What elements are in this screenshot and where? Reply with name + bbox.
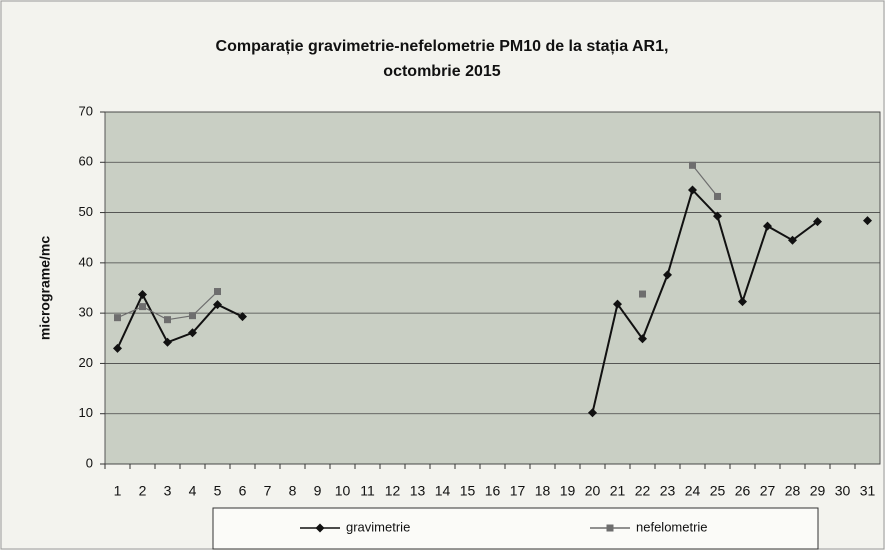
y-tick-label: 30 bbox=[79, 305, 93, 320]
point bbox=[688, 185, 697, 195]
x-tick-label: 20 bbox=[585, 483, 601, 499]
y-tick-label: 50 bbox=[79, 204, 93, 219]
point bbox=[613, 299, 622, 309]
y-tick-label: 60 bbox=[79, 154, 93, 169]
y-axis-label: micrograme/mc bbox=[37, 236, 53, 340]
x-tick-label: 7 bbox=[264, 483, 272, 499]
point bbox=[738, 297, 747, 307]
x-tick-label: 11 bbox=[360, 483, 375, 499]
x-tick-label: 21 bbox=[610, 483, 626, 499]
y-tick-label: 10 bbox=[79, 405, 93, 420]
point bbox=[588, 408, 597, 418]
x-tick-label: 14 bbox=[435, 483, 451, 499]
point bbox=[689, 161, 696, 169]
legend-label: gravimetrie bbox=[346, 519, 410, 534]
point bbox=[788, 235, 797, 245]
point bbox=[639, 290, 646, 298]
point bbox=[638, 334, 647, 344]
y-tick-label: 20 bbox=[79, 355, 93, 370]
x-tick-label: 18 bbox=[535, 483, 551, 499]
point bbox=[139, 303, 146, 311]
point bbox=[163, 337, 172, 347]
legend-marker bbox=[606, 524, 614, 532]
x-tick-label: 10 bbox=[335, 483, 351, 499]
point bbox=[138, 290, 147, 300]
x-tick-label: 3 bbox=[164, 483, 172, 499]
x-tick-label: 13 bbox=[410, 483, 426, 499]
x-tick-label: 23 bbox=[660, 483, 676, 499]
plot-area bbox=[104, 111, 881, 465]
x-tick-label: 9 bbox=[314, 483, 322, 499]
point bbox=[714, 192, 721, 200]
chart-title: Comparație gravimetrie-nefelometrie PM10… bbox=[216, 38, 669, 55]
x-tick-label: 28 bbox=[785, 483, 801, 499]
x-tick-label: 26 bbox=[735, 483, 751, 499]
x-tick-label: 16 bbox=[485, 483, 501, 499]
x-tick-label: 4 bbox=[189, 483, 197, 499]
x-tick-label: 2 bbox=[139, 483, 147, 499]
point bbox=[663, 270, 672, 280]
x-tick-label: 17 bbox=[510, 483, 526, 499]
point bbox=[713, 211, 722, 221]
y-tick-label: 70 bbox=[79, 103, 93, 118]
x-tick-label: 19 bbox=[560, 483, 576, 499]
y-tick-label: 0 bbox=[86, 455, 93, 470]
legend-label: nefelometrie bbox=[636, 519, 708, 534]
point bbox=[213, 300, 222, 310]
legend-marker bbox=[315, 523, 325, 533]
x-tick-label: 29 bbox=[810, 483, 826, 499]
point bbox=[813, 217, 822, 227]
x-tick-label: 5 bbox=[214, 483, 222, 499]
y-tick-label: 40 bbox=[79, 254, 93, 269]
x-tick-label: 22 bbox=[635, 483, 651, 499]
x-tick-label: 27 bbox=[760, 483, 776, 499]
x-tick-label: 15 bbox=[460, 483, 476, 499]
x-tick-label: 25 bbox=[710, 483, 726, 499]
x-tick-label: 6 bbox=[239, 483, 247, 499]
point bbox=[863, 216, 872, 226]
x-tick-label: 31 bbox=[860, 483, 876, 499]
point bbox=[238, 312, 247, 322]
x-tick-label: 24 bbox=[685, 483, 701, 499]
point bbox=[189, 312, 196, 320]
point bbox=[188, 328, 197, 338]
x-tick-label: 8 bbox=[289, 483, 297, 499]
chart-title: octombrie 2015 bbox=[383, 63, 500, 80]
point bbox=[114, 314, 121, 322]
point bbox=[763, 221, 772, 231]
point bbox=[164, 316, 171, 324]
point bbox=[113, 343, 122, 353]
x-tick-label: 12 bbox=[385, 483, 401, 499]
x-tick-label: 30 bbox=[835, 483, 851, 499]
point bbox=[214, 288, 221, 296]
x-tick-label: 1 bbox=[114, 483, 122, 499]
